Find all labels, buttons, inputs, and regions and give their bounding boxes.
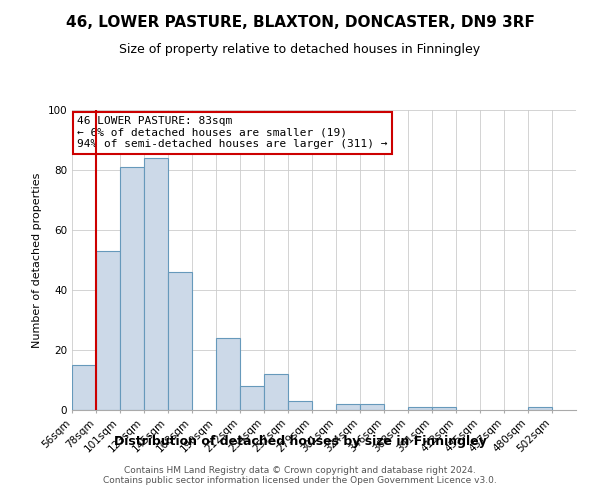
Bar <box>72 365 96 410</box>
Bar <box>408 407 432 410</box>
Bar <box>96 251 120 410</box>
Bar <box>288 401 312 410</box>
Text: Contains HM Land Registry data © Crown copyright and database right 2024.
Contai: Contains HM Land Registry data © Crown c… <box>103 466 497 485</box>
Text: 46, LOWER PASTURE, BLAXTON, DONCASTER, DN9 3RF: 46, LOWER PASTURE, BLAXTON, DONCASTER, D… <box>65 15 535 30</box>
Bar <box>528 407 552 410</box>
Bar <box>336 404 360 410</box>
Bar <box>360 404 384 410</box>
Bar <box>264 374 288 410</box>
Bar <box>432 407 456 410</box>
Text: Distribution of detached houses by size in Finningley: Distribution of detached houses by size … <box>113 435 487 448</box>
Bar <box>144 158 168 410</box>
Text: 46 LOWER PASTURE: 83sqm
← 6% of detached houses are smaller (19)
94% of semi-det: 46 LOWER PASTURE: 83sqm ← 6% of detached… <box>77 116 388 149</box>
Y-axis label: Number of detached properties: Number of detached properties <box>32 172 42 348</box>
Text: Size of property relative to detached houses in Finningley: Size of property relative to detached ho… <box>119 42 481 56</box>
Bar <box>240 386 264 410</box>
Bar <box>168 272 192 410</box>
Bar <box>216 338 240 410</box>
Bar <box>120 167 144 410</box>
